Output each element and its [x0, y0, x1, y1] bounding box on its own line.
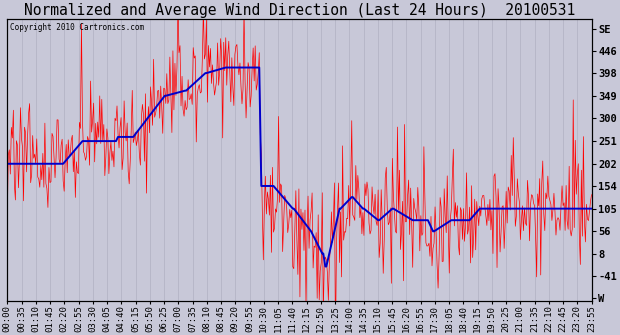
Title: Normalized and Average Wind Direction (Last 24 Hours)  20100531: Normalized and Average Wind Direction (L…: [24, 3, 575, 18]
Text: Copyright 2010 Cartronics.com: Copyright 2010 Cartronics.com: [10, 23, 144, 32]
